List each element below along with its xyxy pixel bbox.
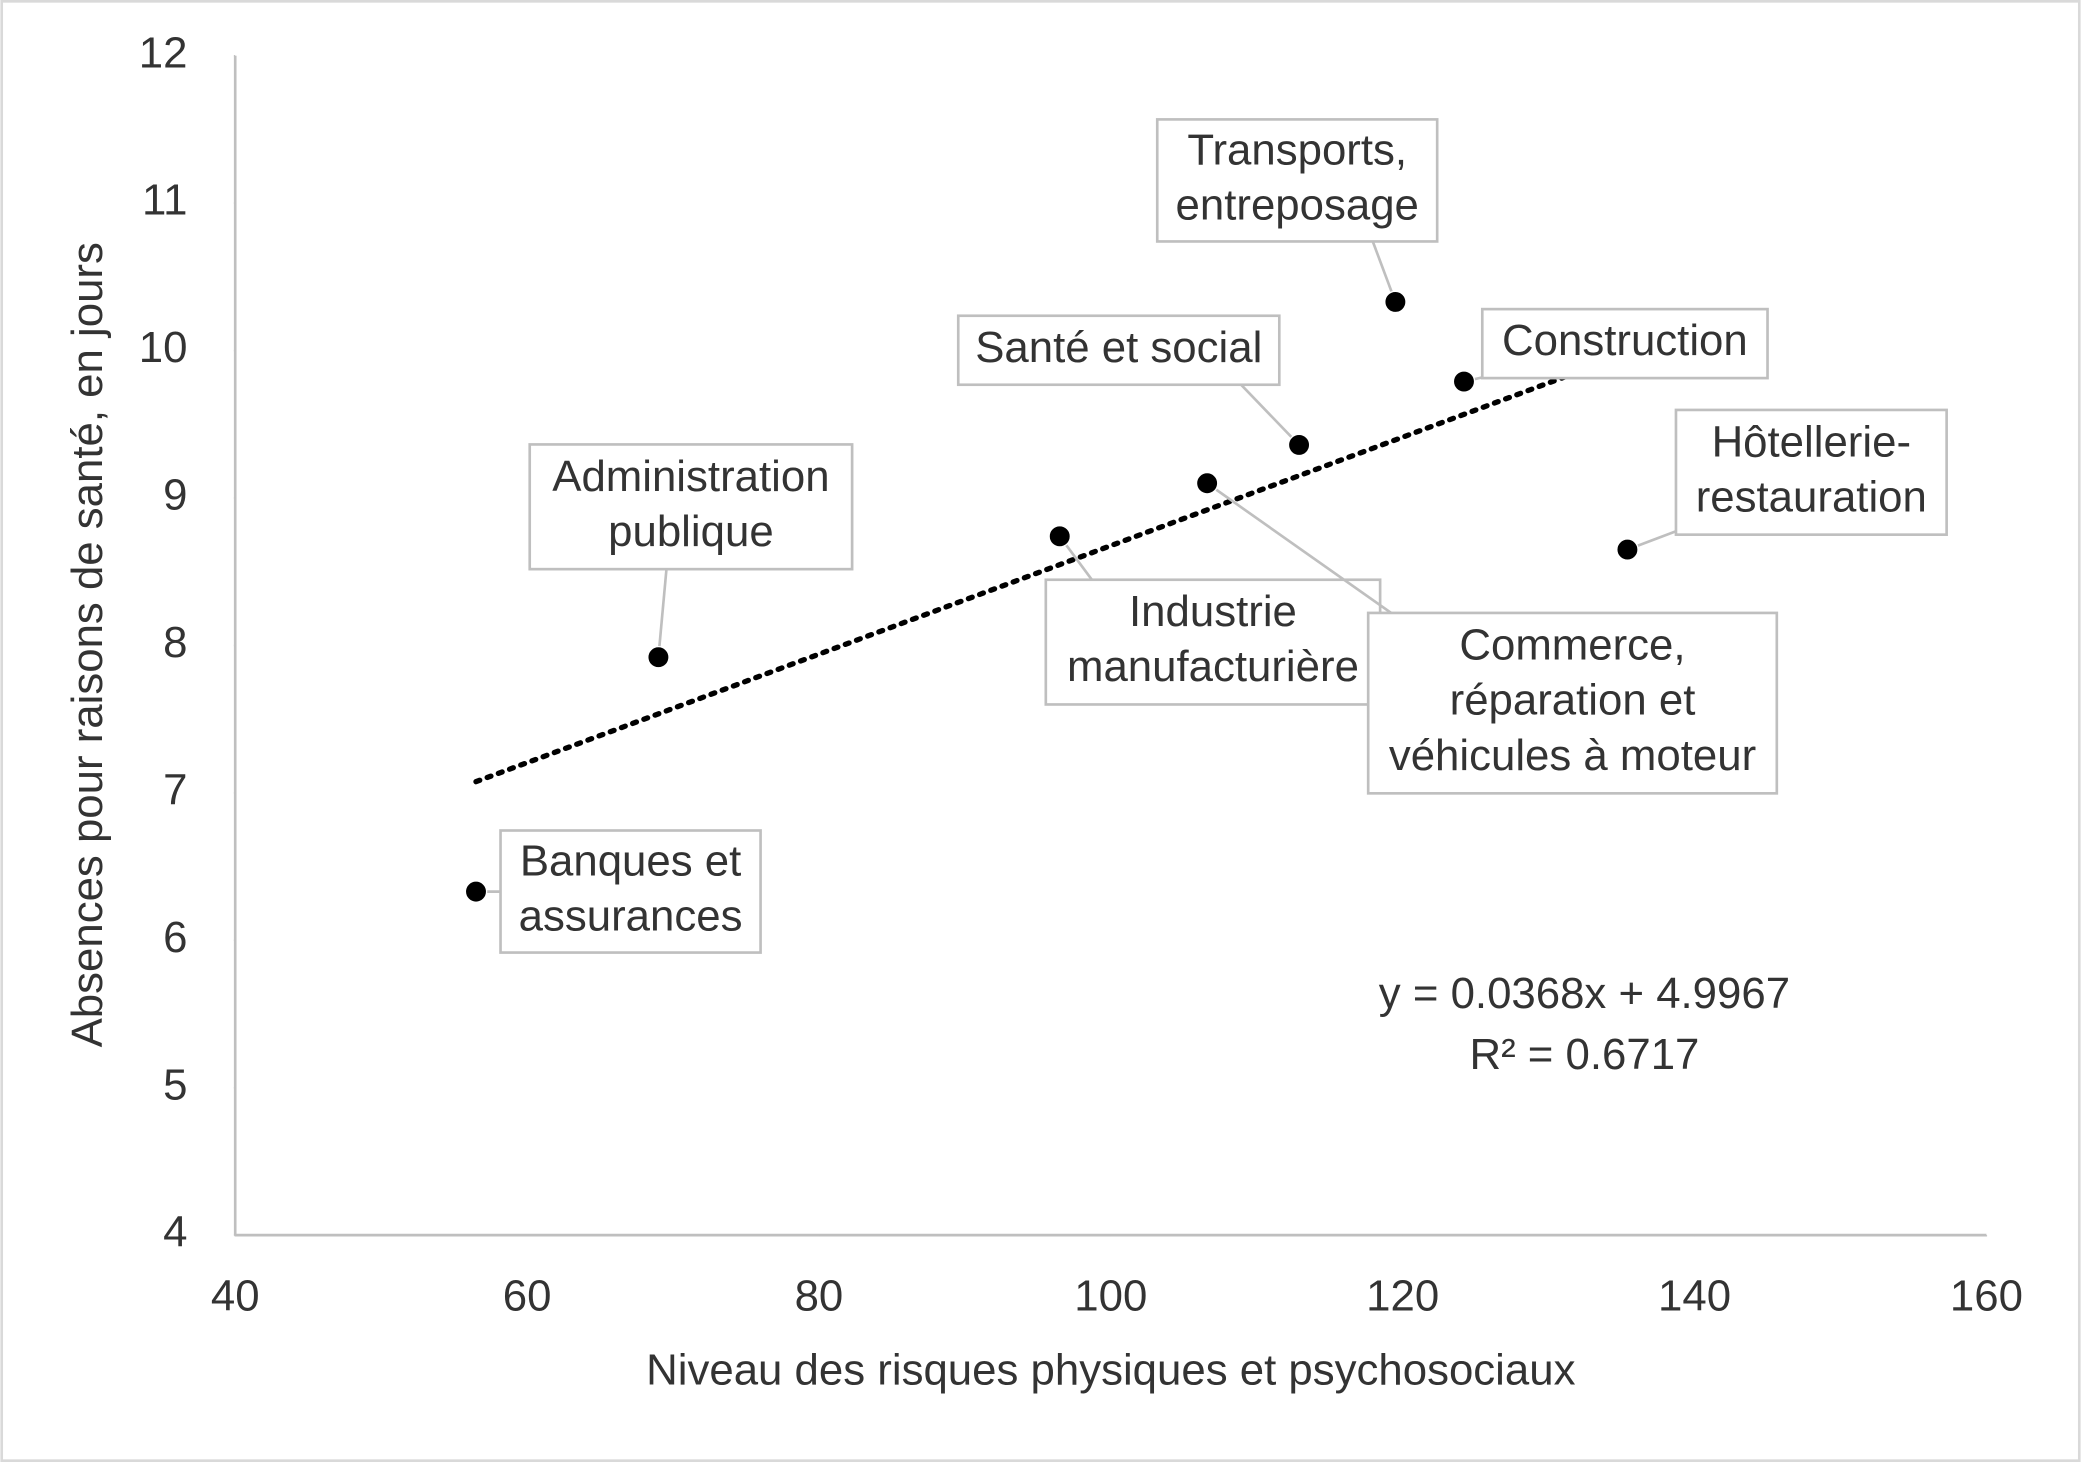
point	[1287, 433, 1311, 457]
point-label: Hôtellerie-	[1712, 417, 1911, 466]
point-label: Commerce,	[1459, 621, 1685, 670]
point	[1195, 471, 1219, 495]
point-label: Banques et	[520, 837, 741, 886]
y-tick-label: 5	[163, 1060, 187, 1109]
point-label: Santé et social	[975, 323, 1262, 372]
y-tick-label: 9	[163, 471, 187, 520]
y-axis-title: Absences pour raisons de santé, en jours	[63, 242, 112, 1047]
x-tick-label: 120	[1366, 1271, 1439, 1320]
point-label: publique	[608, 507, 774, 556]
point-label: véhicules à moteur	[1389, 731, 1756, 780]
point-label: entreposage	[1176, 181, 1419, 230]
y-tick-label: 7	[163, 765, 187, 814]
point-label: Transports,	[1187, 125, 1407, 174]
x-tick-label: 80	[795, 1271, 844, 1320]
x-tick-label: 60	[503, 1271, 552, 1320]
callout-box	[1674, 408, 1948, 536]
x-tick-label: 160	[1950, 1271, 2023, 1320]
trendline-equation: y = 0.0368x + 4.9967	[1379, 969, 1790, 1018]
point	[1616, 538, 1639, 561]
callout-box	[1155, 118, 1439, 243]
x-tick-label: 40	[211, 1271, 260, 1320]
callout-box	[956, 314, 1281, 387]
callout-pointer	[1230, 373, 1301, 446]
callout-box	[1480, 307, 1769, 380]
y-tick-label: 12	[139, 28, 188, 77]
callout-box	[528, 443, 854, 571]
point-label: Industrie	[1129, 587, 1297, 636]
y-tick-label: 8	[163, 618, 187, 667]
point	[1452, 370, 1476, 393]
y-tick-label: 6	[163, 913, 187, 962]
point	[1384, 290, 1407, 314]
point-label: Construction	[1502, 316, 1748, 365]
trendline	[473, 350, 1631, 785]
point	[464, 880, 488, 903]
point-label: réparation et	[1450, 676, 1696, 725]
callout-box	[499, 829, 762, 954]
point	[1048, 525, 1072, 548]
trendline-r2: R² = 0.6717	[1469, 1030, 1699, 1079]
x-tick-label: 140	[1658, 1271, 1731, 1320]
point-label: restauration	[1696, 472, 1927, 521]
x-tick-label: 100	[1074, 1271, 1147, 1320]
point-label: assurances	[519, 892, 743, 941]
point-label: manufacturière	[1067, 642, 1359, 691]
point	[647, 645, 670, 669]
callout-box	[1366, 611, 1779, 795]
y-tick-label: 10	[139, 323, 188, 372]
y-tick-label: 4	[163, 1208, 187, 1257]
point-label: Administration	[552, 452, 829, 501]
callout-box	[1044, 578, 1382, 706]
x-axis-title: Niveau des risques physiques et psychoso…	[646, 1346, 1575, 1395]
y-tick-label: 11	[142, 176, 187, 225]
